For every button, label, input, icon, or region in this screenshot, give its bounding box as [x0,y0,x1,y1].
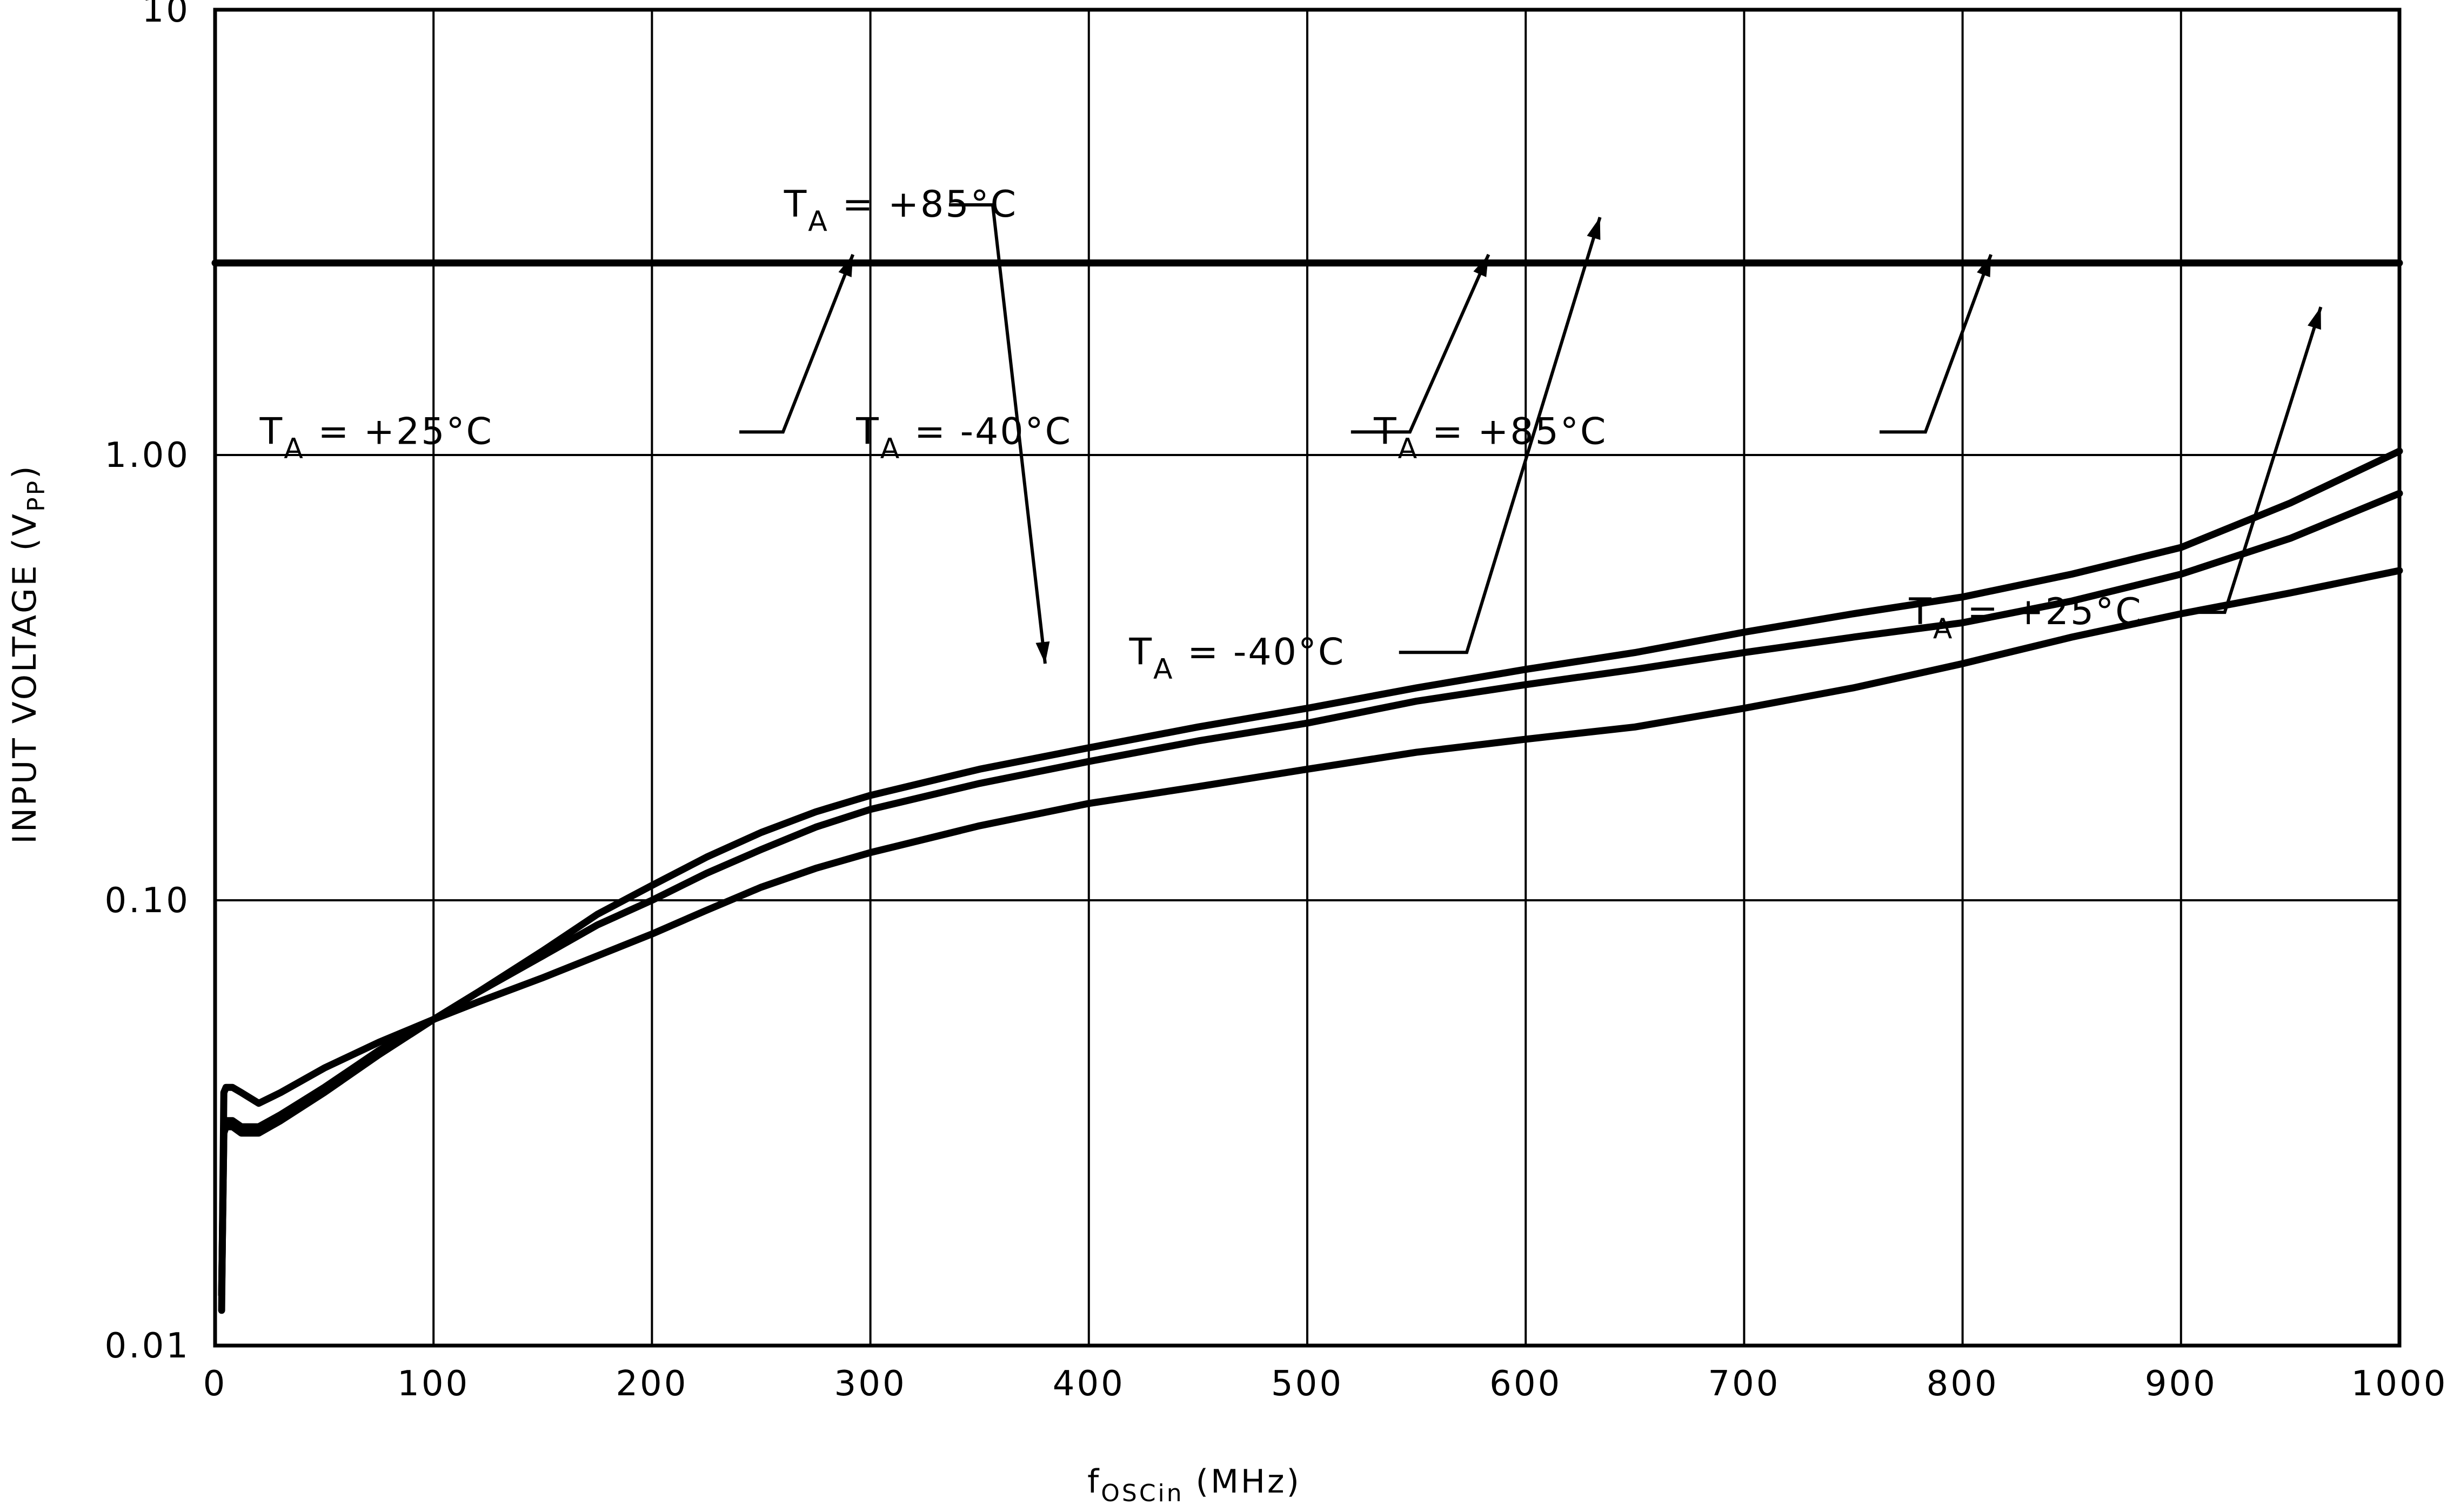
annotation-label: TA = +25°C [1908,591,2142,645]
annotation-leader [1399,217,1602,654]
y-tick-label: 0.10 [105,881,191,921]
annotation-5: TA = +25°C [1908,306,2323,645]
annotation-4: TA = +85°C [784,183,1050,664]
annotation-6: TA = -40°C [1128,217,1602,685]
annotation-label: TA = +85°C [1373,410,1607,465]
annotation-leader [1880,253,1993,434]
y-axis-title: INPUT VOLTAGE (VPP) [6,464,50,844]
annotation-arrowhead [2308,307,2321,330]
annotation-label: TA = -40°C [1128,631,1345,685]
annotation-2: TA = -40°C [855,253,1490,465]
x-axis-title-unit: (MHz) [1196,1463,1301,1501]
x-tick-label: 800 [1927,1364,1999,1404]
annotation-arrowhead [1587,217,1601,240]
plot-frame [213,8,2402,1348]
x-axis-title-main: f [1087,1463,1101,1501]
x-tick-label: 200 [616,1364,688,1404]
x-tick-label: 400 [1053,1364,1125,1404]
series-annotations: TA = +25°C TA = -40°C TA = +85°C TA = +85°C… [259,183,2323,685]
y-axis-title-subscript: PP [23,479,50,512]
y-axis-title-close: ) [6,464,44,478]
annotation-label: TA = +85°C [784,183,1018,238]
annotation-3: TA = +85°C [1373,253,1993,465]
y-tick-label: 1.00 [105,436,191,476]
y-tick-label: 10 [142,0,190,30]
x-axis-title: fOSCin (MHz) [1087,1463,1301,1507]
annotation-leader [2181,306,2323,614]
x-axis-title-subscript: OSCin [1101,1480,1184,1507]
grid-lines [215,10,2399,1346]
annotation-arrowhead [1473,254,1489,277]
annotation-arrowhead [838,254,853,277]
x-tick-label: 0 [203,1364,228,1404]
series-lines [211,259,2403,1314]
annotation-label: TA = -40°C [855,410,1072,465]
x-tick-label: 300 [834,1364,907,1404]
annotation-leader [949,203,1047,664]
annotation-arrowhead [1035,641,1050,664]
y-axis-title-main: INPUT VOLTAGE (V [6,512,44,844]
x-tick-label: 1000 [2351,1364,2447,1404]
plot-area-border [213,8,2402,1348]
annotation-label: TA = +25°C [259,410,493,465]
x-tick-label: 100 [397,1364,470,1404]
y-tick-label: 0.01 [105,1326,191,1366]
x-tick-label: 600 [1489,1364,1562,1404]
annotation-1: TA = +25°C [259,253,855,465]
x-tick-label: 900 [2145,1364,2217,1404]
series-line-3 [218,490,2403,1299]
annotation-leader [739,253,855,434]
annotation-leader [1350,253,1490,434]
x-tick-label: 500 [1271,1364,1343,1404]
series-line-2 [218,447,2403,1299]
x-tick-label: 700 [1708,1364,1780,1404]
series-line-4 [218,567,2403,1314]
tick-labels: 0 100 200 300 400 500 600 700 800 900 1000 0.01 0.10… [105,0,2447,1404]
annotation-arrowhead [1977,254,1991,278]
